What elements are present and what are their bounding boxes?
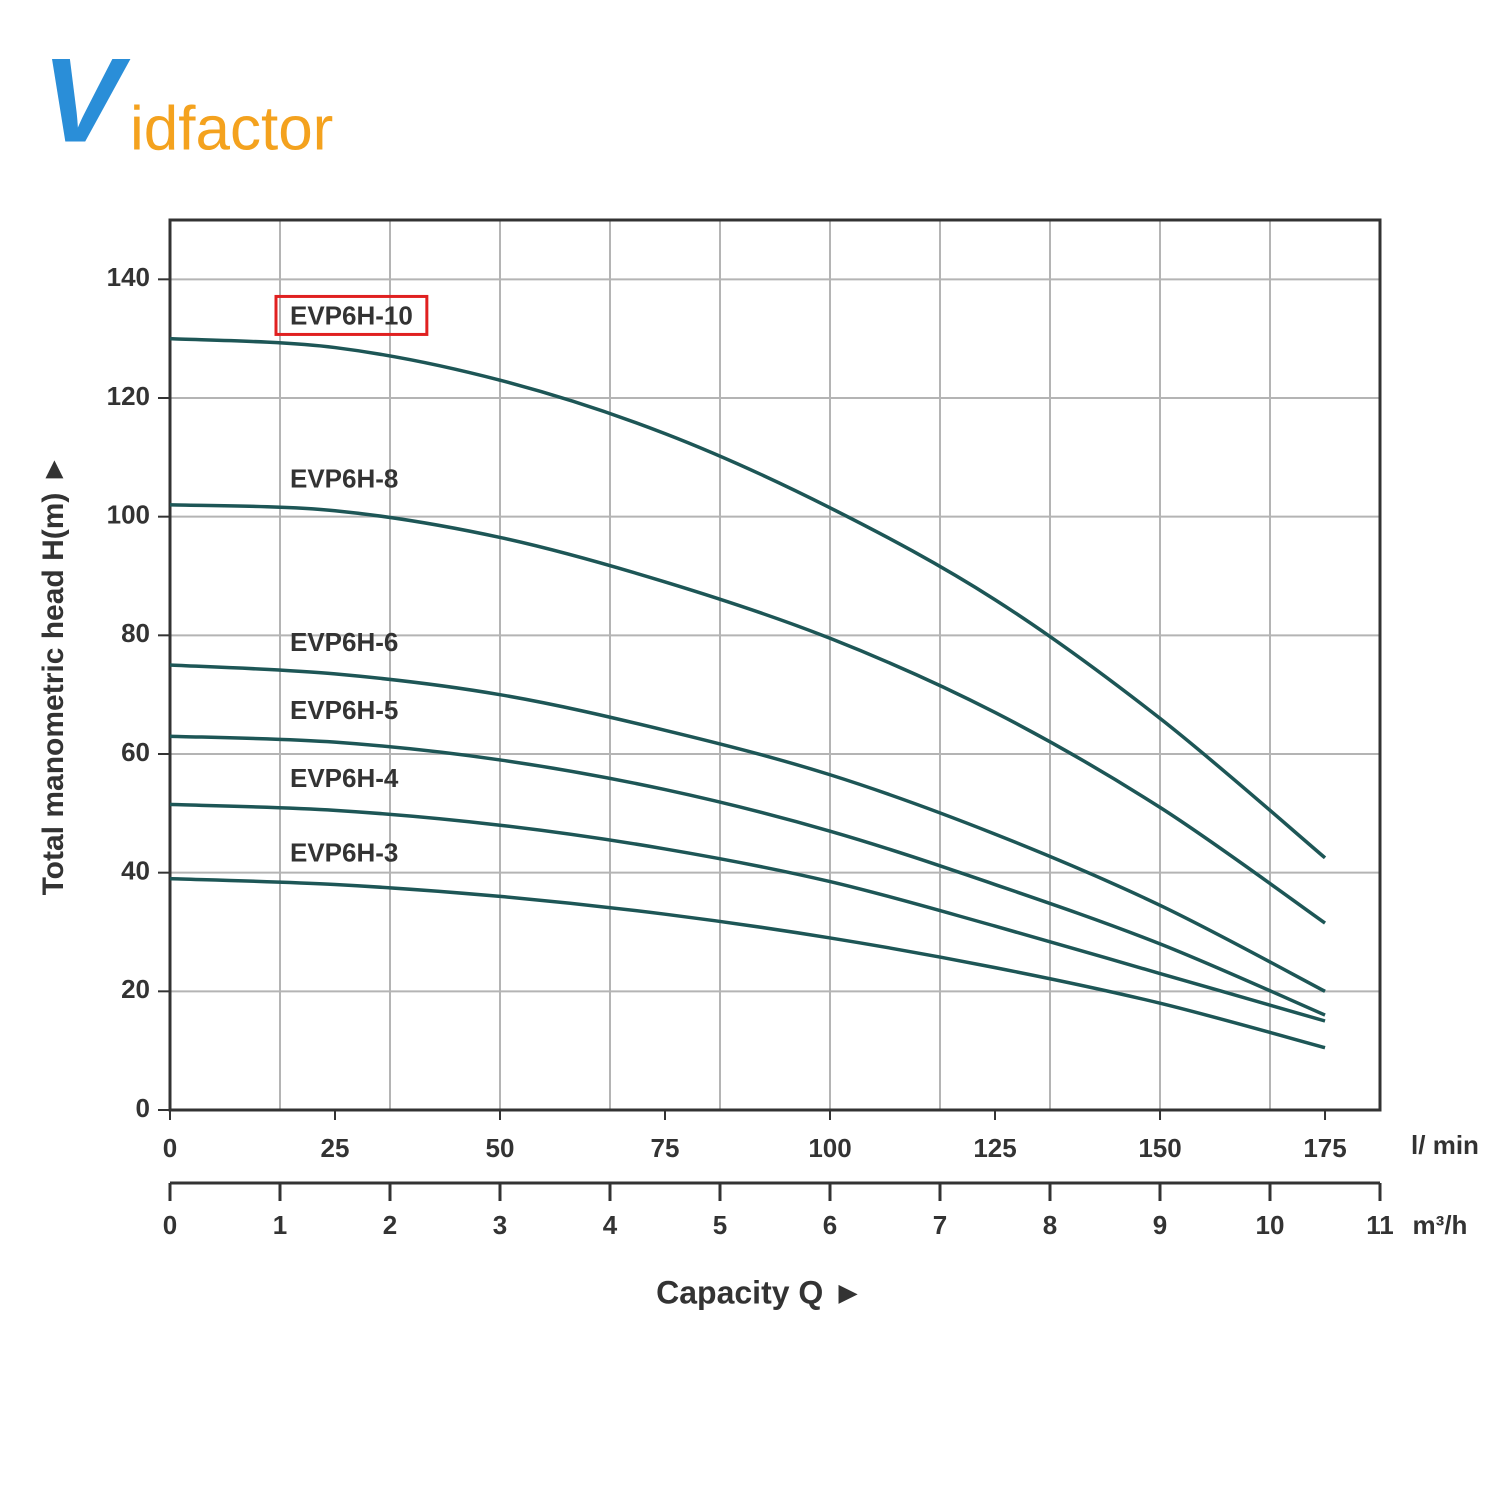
x-tick-label: 50 xyxy=(486,1133,515,1163)
x-axis-title: Capacity Q ► xyxy=(656,1274,864,1310)
curve xyxy=(169,734,1326,1017)
x2-tick-label: 1 xyxy=(273,1210,287,1240)
curve xyxy=(169,876,1326,1050)
logo-v: V xyxy=(42,34,131,168)
x2-unit: m³/h xyxy=(1413,1210,1468,1240)
plot-frame xyxy=(168,218,1382,1112)
x2-tick-label: 0 xyxy=(163,1210,177,1240)
x-tick-label: 150 xyxy=(1138,1133,1181,1163)
series-label: EVP6H-6 xyxy=(290,627,398,657)
y-tick-label: 80 xyxy=(121,618,150,648)
curve xyxy=(169,336,1327,860)
x2-tick-label: 8 xyxy=(1043,1210,1057,1240)
x2-tick-label: 2 xyxy=(383,1210,397,1240)
x-tick-label: 25 xyxy=(321,1133,350,1163)
x-tick-label: 175 xyxy=(1303,1133,1346,1163)
x2-tick-label: 11 xyxy=(1366,1210,1394,1240)
highlight-box xyxy=(274,294,429,336)
y-tick-label: 140 xyxy=(107,262,150,292)
series-label: EVP6H-10 xyxy=(290,300,413,330)
x2-tick-label: 7 xyxy=(933,1210,947,1240)
logo-text: idfactor xyxy=(130,94,333,163)
y-tick-label: 100 xyxy=(107,500,150,530)
logo: V idfactor xyxy=(42,34,333,168)
x2-tick-label: 3 xyxy=(493,1210,507,1240)
x-tick-label: 100 xyxy=(808,1133,851,1163)
x-tick-label: 125 xyxy=(973,1133,1016,1163)
y-tick-label: 60 xyxy=(121,737,150,767)
series-label: EVP6H-4 xyxy=(290,763,399,793)
curve xyxy=(169,663,1326,993)
x2-tick-label: 10 xyxy=(1256,1210,1285,1240)
x2-tick-label: 9 xyxy=(1153,1210,1167,1240)
x-tick-label: 0 xyxy=(163,1133,177,1163)
x2-tick-label: 5 xyxy=(713,1210,727,1240)
series-label: EVP6H-3 xyxy=(290,837,398,867)
x2-tick-label: 6 xyxy=(823,1210,837,1240)
series-label: EVP6H-5 xyxy=(290,695,398,725)
curve xyxy=(169,503,1327,925)
y-tick-label: 20 xyxy=(121,974,150,1004)
x-unit: l/ min xyxy=(1411,1130,1479,1160)
y-tick-label: 0 xyxy=(136,1093,150,1123)
y-tick-label: 40 xyxy=(121,856,150,886)
y-tick-label: 120 xyxy=(107,381,150,411)
series-label: EVP6H-8 xyxy=(290,464,398,494)
x-tick-label: 75 xyxy=(651,1133,680,1163)
y-axis-title: Total manometric head H(m) ► xyxy=(37,455,70,896)
curve xyxy=(169,802,1326,1023)
x2-tick-label: 4 xyxy=(603,1210,618,1240)
